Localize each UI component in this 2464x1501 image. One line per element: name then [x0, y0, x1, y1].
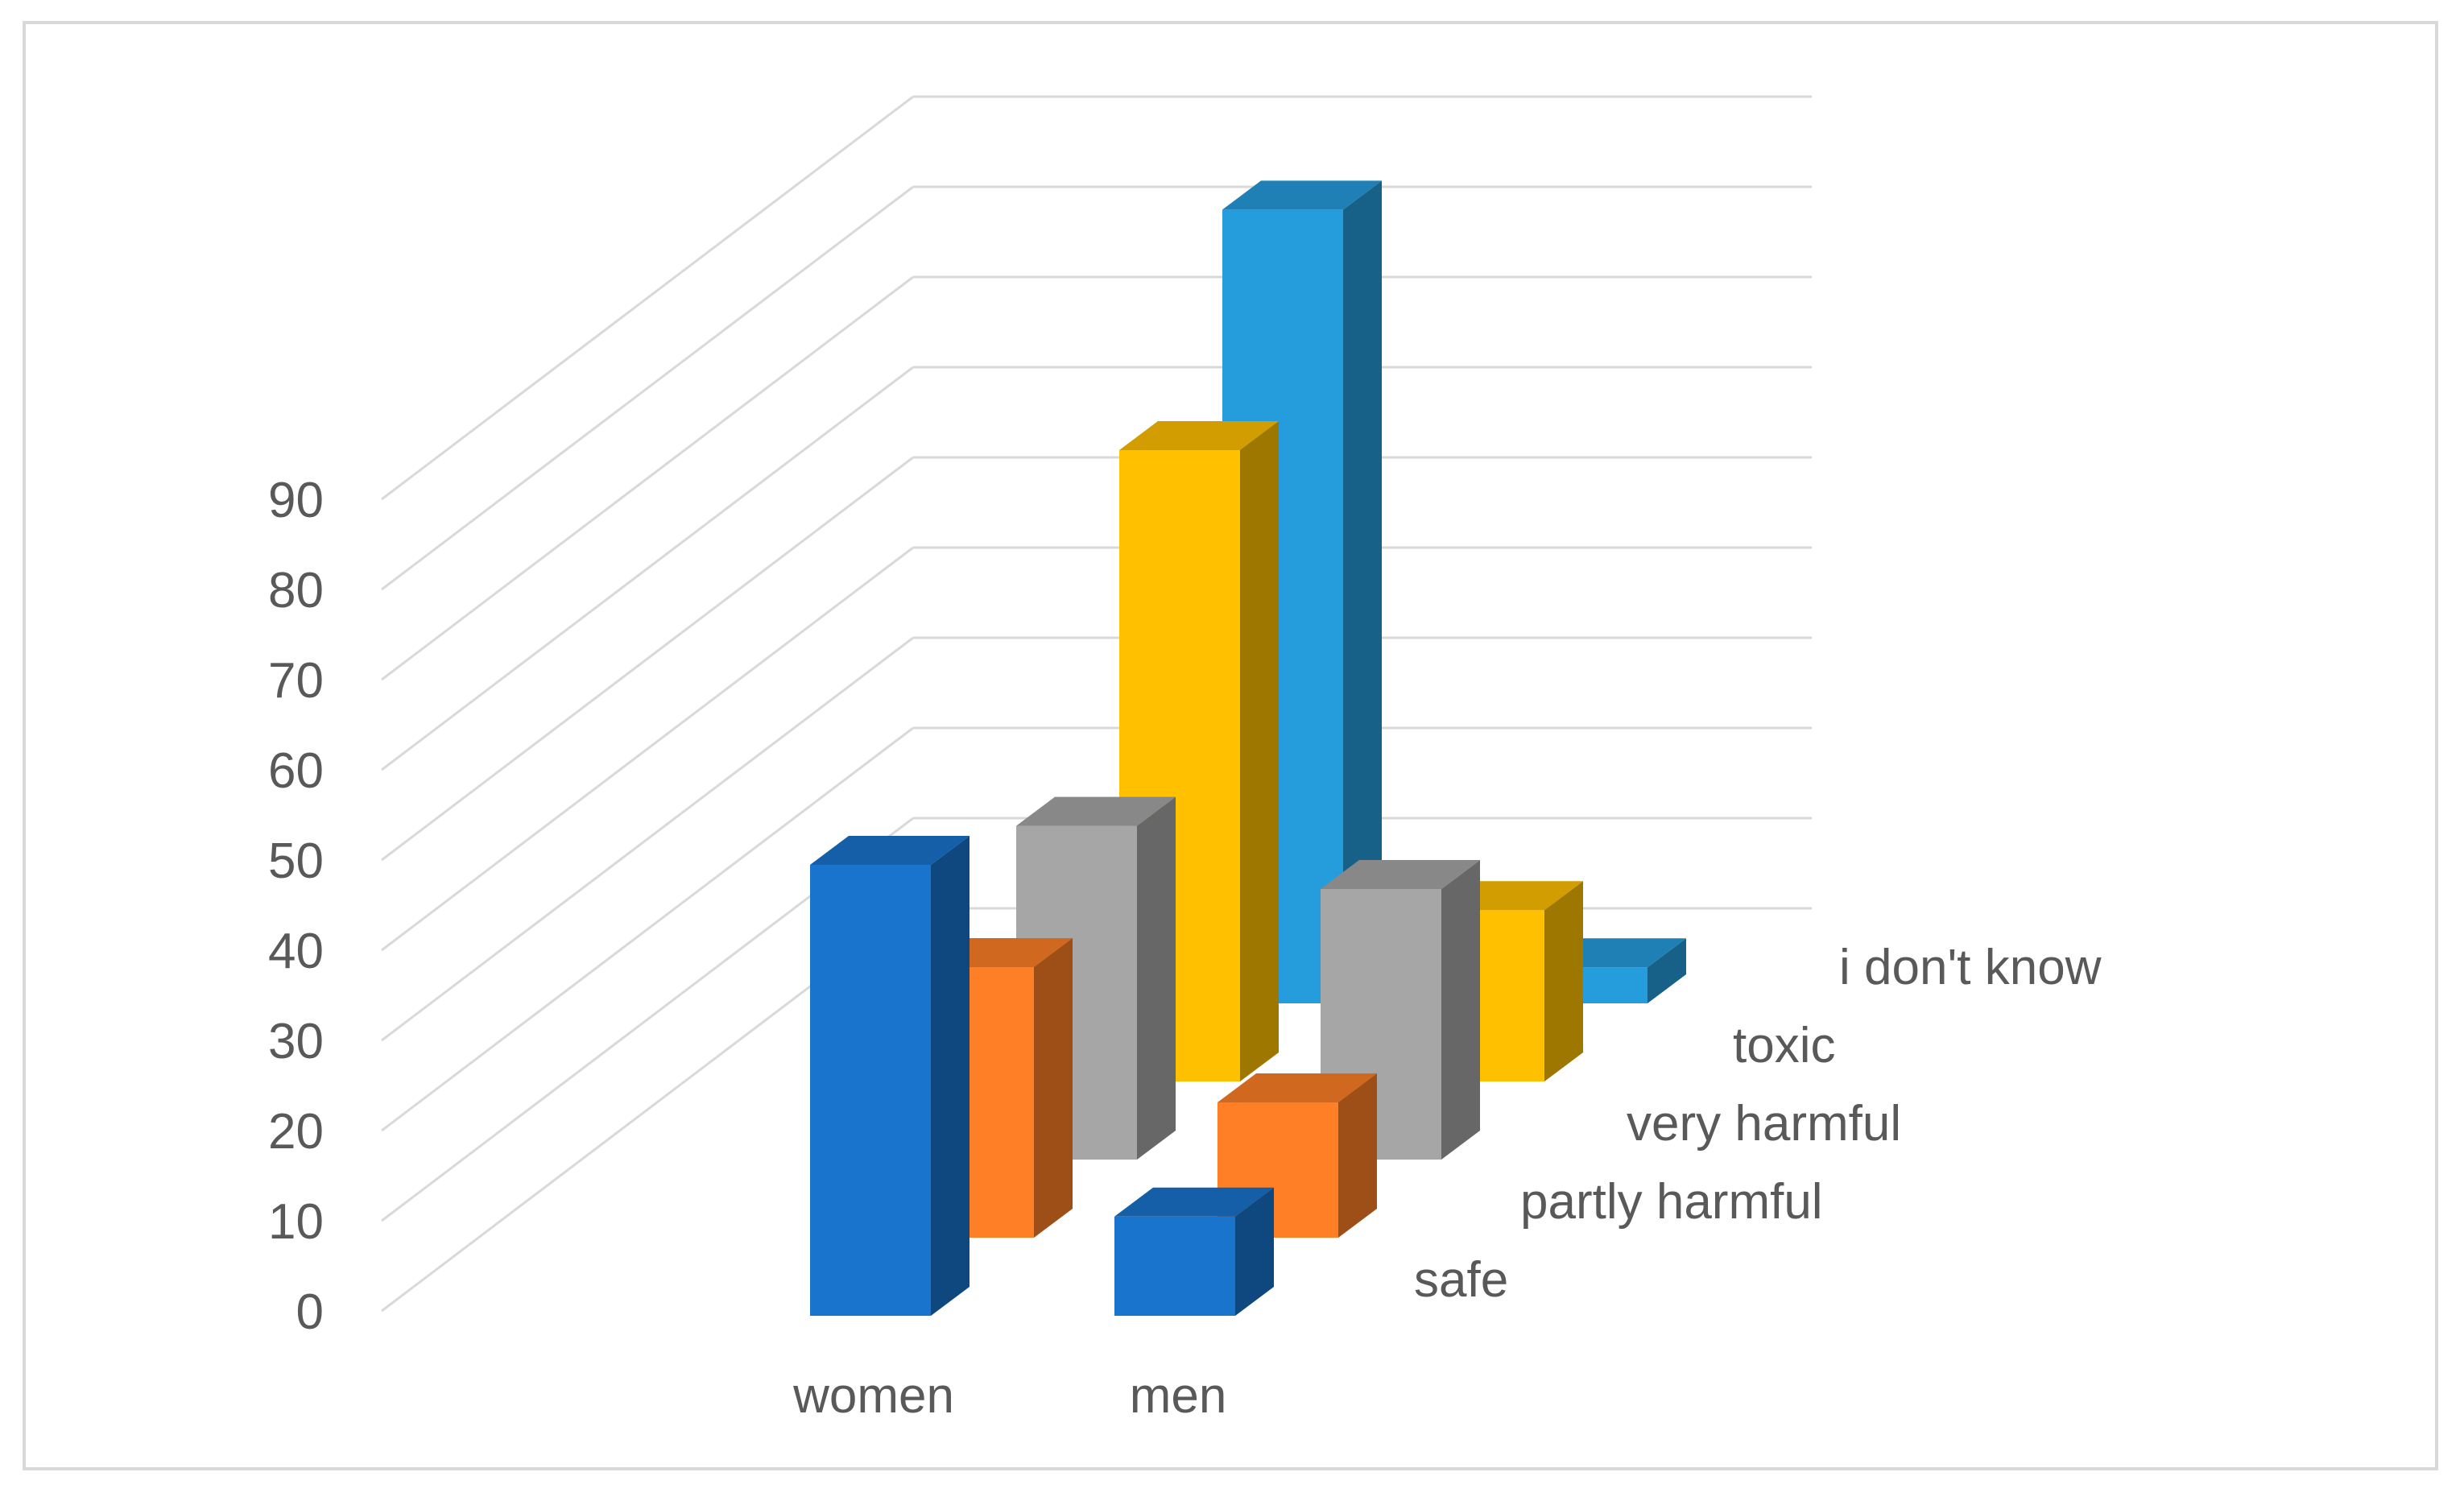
gridline-side	[381, 185, 914, 591]
series-label: safe	[1414, 1252, 1508, 1308]
bar-safe-men	[1114, 1187, 1274, 1316]
gridline-side	[381, 95, 914, 501]
series-label: toxic	[1733, 1018, 1835, 1073]
bars	[810, 180, 1686, 1316]
category-labels: women men	[792, 1368, 1226, 1424]
y-tick-label: 60	[268, 743, 324, 799]
series-label: i don't know	[1839, 940, 2102, 995]
category-label: women	[792, 1368, 954, 1424]
y-tick-label: 80	[268, 563, 324, 618]
y-tick-label: 0	[296, 1284, 324, 1340]
y-tick-label: 20	[268, 1104, 324, 1160]
y-tick-label: 90	[268, 473, 324, 528]
series-label: very harmful	[1627, 1096, 1901, 1152]
y-tick-label: 10	[268, 1194, 324, 1250]
y-axis-ticks: 0 10 20 30 40 50 60 70 80 90	[268, 473, 324, 1340]
y-tick-label: 30	[268, 1014, 324, 1069]
y-tick-label: 50	[268, 833, 324, 889]
chart-3d-column: 0 10 20 30 40 50 60 70 80 90 women men safepartly …	[268, 95, 2102, 1424]
gridline-side	[381, 726, 914, 1132]
category-label: men	[1130, 1368, 1227, 1424]
gridline-side	[381, 366, 914, 771]
y-tick-label: 40	[268, 924, 324, 979]
bar-safe-women	[810, 836, 969, 1316]
gridline-side	[381, 275, 914, 681]
chart-frame: 0 10 20 30 40 50 60 70 80 90 women men safe partly …	[23, 21, 2438, 1470]
series-label: partly harmful	[1520, 1174, 1823, 1230]
gridline-side	[381, 636, 914, 1042]
gridline-side	[381, 546, 914, 952]
gridline-side	[381, 456, 914, 862]
y-tick-label: 70	[268, 653, 324, 709]
